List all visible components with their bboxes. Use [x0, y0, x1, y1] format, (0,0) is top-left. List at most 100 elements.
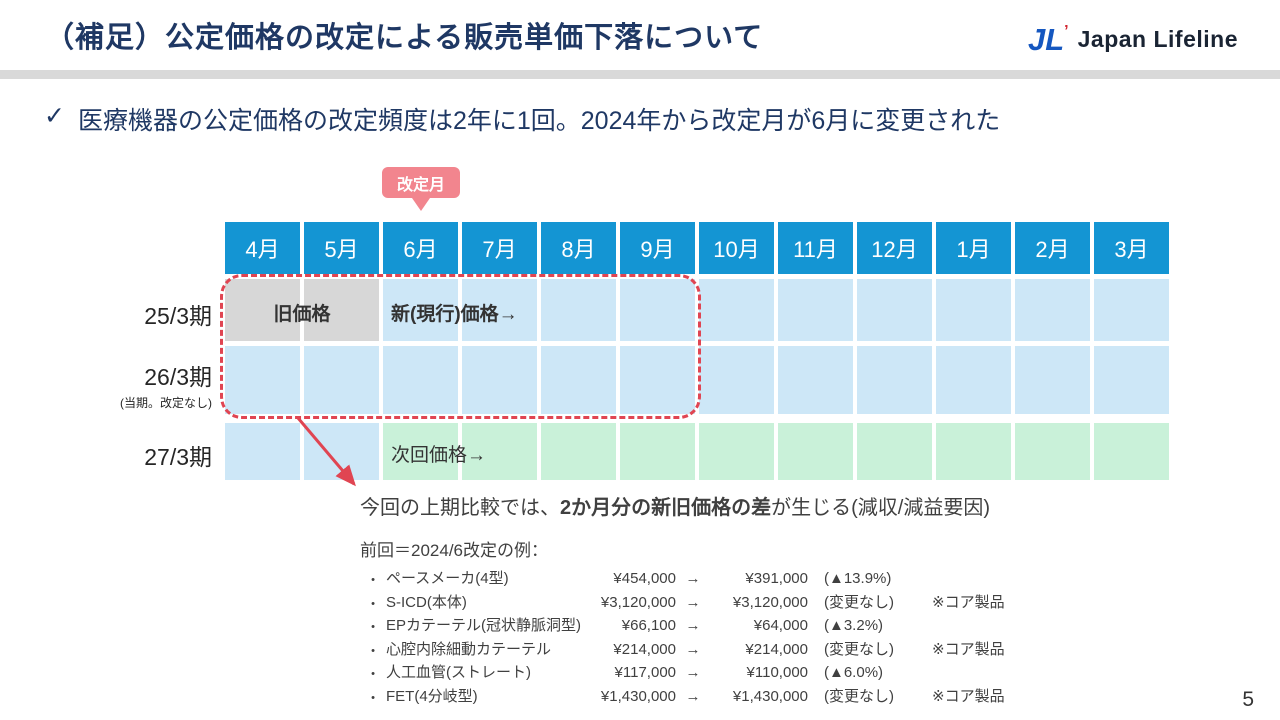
calendar-cell [699, 423, 774, 480]
example-new-price: ¥1,430,000 [732, 687, 808, 705]
example-change: (変更なし) [824, 640, 894, 658]
month-header: 4月 [225, 222, 300, 274]
calendar-cell [699, 346, 774, 414]
calendar-cell [304, 346, 379, 414]
example-note: ※コア製品 [932, 640, 1005, 658]
row-label-26-3-sub: (当期。改定なし) [120, 396, 212, 410]
calendar-cell [1094, 423, 1169, 480]
example-new-price: ¥64,000 [753, 617, 808, 634]
calendar-cell [778, 423, 853, 480]
annotation-bold: 2か月分の新旧価格の差 [560, 497, 772, 519]
key-point: ✓ 医療機器の公定価格の改定頻度は2年に1回。2024年から改定月が6月に変更さ… [44, 101, 1000, 137]
example-bullet-icon: • [371, 597, 375, 610]
example-row: • 心腔内除細動カテーテル ¥214,000 → ¥214,000 (変更なし) ※コア製品 [360, 638, 1005, 662]
example-row: • ペースメーカ(4型) ¥454,000 → ¥391,000 (▲13.9%) [360, 567, 1005, 591]
calendar-row-2 [225, 346, 1169, 414]
calendar-cell [541, 279, 616, 341]
example-arrow-icon: → [685, 593, 701, 611]
calendar-header-row: 4月 5月 6月 7月 8月 9月 10月 11月 12月 1月 2月 3月 [225, 222, 1169, 274]
next-price-label: 次回価格→ [391, 445, 487, 466]
example-change: (変更なし) [824, 593, 894, 611]
annotation-prefix: 今回の上期比較では、 [360, 497, 560, 519]
calendar-cell [699, 279, 774, 341]
example-row: • 人工血管(ストレート) ¥117,000 → ¥110,000 (▲6.0%) [360, 661, 1005, 685]
example-old-price: ¥214,000 [613, 640, 676, 658]
calendar-cell [1015, 346, 1090, 414]
calendar-cell [1094, 346, 1169, 414]
example-bullet-icon: • [371, 668, 375, 680]
calendar-cell [857, 423, 932, 480]
example-name: FET(4分岐型) [386, 687, 478, 705]
example-change: (▲3.2%) [824, 617, 884, 634]
calendar-cell [778, 346, 853, 414]
example-note: ※コア製品 [932, 687, 1005, 705]
example-arrow-icon: → [685, 570, 701, 587]
row-label-26-3-main: 26/3期 [144, 364, 212, 390]
calendar-cell [383, 279, 458, 341]
calendar-cell [620, 423, 695, 480]
example-name: S-ICD(本体) [386, 593, 467, 611]
month-header: 12月 [857, 222, 932, 274]
example-arrow-icon: → [685, 664, 701, 681]
example-change: (変更なし) [824, 687, 894, 705]
calendar-cell [383, 423, 458, 480]
annotation-text: 今回の上期比較では、2か月分の新旧価格の差が生じる(減収/減益要因) [360, 491, 990, 520]
calendar-row-1 [225, 279, 1169, 341]
examples-block: 前回＝2024/6改定の例： • ペースメーカ(4型) ¥454,000 → ¥391,… [360, 536, 1005, 708]
example-new-price: ¥391,000 [745, 570, 808, 587]
example-list: • ペースメーカ(4型) ¥454,000 → ¥391,000 (▲13.9%) • S-I… [360, 567, 1005, 708]
calendar-cell [383, 346, 458, 414]
example-name: 心腔内除細動カテーテル [386, 640, 552, 658]
calendar-cell [1015, 279, 1090, 341]
calendar-cell [225, 423, 300, 480]
row-label-25-3: 25/3期 [144, 303, 212, 329]
calendar-cell [936, 279, 1011, 341]
page-title: （補足）公定価格の改定による販売単価下落について [45, 22, 764, 54]
calendar-cell [541, 346, 616, 414]
example-note: ※コア製品 [932, 593, 1005, 611]
example-old-price: ¥454,000 [613, 570, 676, 587]
example-new-price: ¥110,000 [746, 664, 808, 681]
logo-mark-icon: JL’ [1027, 22, 1069, 57]
examples-heading: 前回＝2024/6改定の例： [360, 541, 548, 560]
example-new-price: ¥3,120,000 [732, 593, 808, 611]
example-old-price: ¥117,000 [614, 664, 676, 681]
example-old-price: ¥1,430,000 [600, 687, 676, 705]
calendar-cell [778, 279, 853, 341]
example-arrow-icon: → [685, 640, 701, 658]
calendar-cell [541, 423, 616, 480]
row-label-26-3: 26/3期 (当期。改定なし) [36, 358, 212, 411]
example-bullet-icon: • [371, 621, 375, 633]
calendar-cell [462, 346, 537, 414]
example-row: • FET(4分岐型) ¥1,430,000 → ¥1,430,000 (変更なし) ※コア… [360, 685, 1005, 709]
example-name: 人工血管(ストレート) [386, 664, 531, 681]
badge-pointer-icon [412, 198, 430, 211]
logo-jl-text: JL [1027, 22, 1065, 57]
example-name: ペースメーカ(4型) [386, 570, 509, 587]
example-bullet-icon: • [371, 644, 375, 657]
calendar-cell [462, 423, 537, 480]
example-row: • EPカテーテル(冠状静脈洞型) ¥66,100 → ¥64,000 (▲3.2%) [360, 614, 1005, 638]
example-arrow-icon: → [685, 687, 701, 705]
example-name: EPカテーテル(冠状静脈洞型) [386, 617, 582, 634]
new-price-label: 新(現行)価格→ [391, 304, 518, 325]
calendar-cell [857, 279, 932, 341]
calendar-cell [936, 423, 1011, 480]
comparison-highlight-box [220, 274, 701, 419]
calendar-cell [462, 279, 537, 341]
month-header: 11月 [778, 222, 853, 274]
example-row: • S-ICD(本体) ¥3,120,000 → ¥3,120,000 (変更なし) ※コア… [360, 591, 1005, 615]
month-header: 8月 [541, 222, 616, 274]
arrow-annotation-icon [296, 417, 356, 487]
month-header: 2月 [1015, 222, 1090, 274]
example-change: (▲13.9%) [824, 570, 892, 587]
example-new-price: ¥214,000 [745, 640, 808, 658]
month-header: 7月 [462, 222, 537, 274]
calendar-cell [857, 346, 932, 414]
divider [0, 70, 1280, 79]
check-icon: ✓ [44, 102, 65, 130]
example-old-price: ¥66,100 [621, 617, 676, 634]
example-change: (▲6.0%) [824, 664, 884, 681]
month-header: 10月 [699, 222, 774, 274]
page-number: 5 [1242, 688, 1254, 711]
